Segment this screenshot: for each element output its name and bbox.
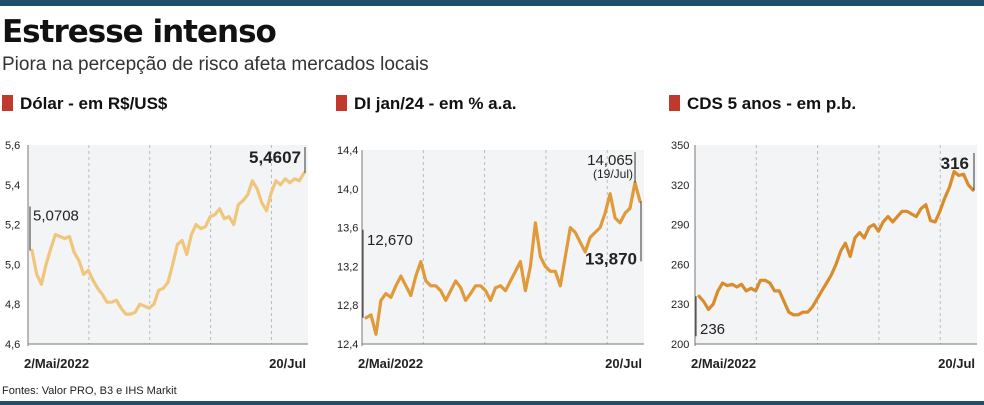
panel-title-dolar: Dólar - em R$/US$ (2, 94, 167, 114)
y-tick-label: 5,6 (5, 140, 20, 152)
series-line (364, 180, 642, 336)
end-value-label: 13,870 (585, 249, 637, 268)
chart-title: Dólar - em R$/US$ (20, 94, 168, 113)
y-tick-label: 260 (671, 259, 689, 271)
y-tick-label: 200 (671, 339, 689, 351)
y-tick-label: 4,8 (5, 299, 20, 311)
headline: Estresse intenso (2, 14, 277, 50)
x-tick-label: 2/Mai/2022 (358, 356, 423, 371)
x-tick-label: 2/Mai/2022 (24, 356, 89, 371)
series-line (30, 171, 306, 316)
y-tick-label: 13,6 (337, 223, 358, 235)
y-tick-label: 5,2 (5, 220, 20, 232)
y-tick-label: 12,4 (337, 339, 358, 351)
end-value-label: 5,4607 (249, 148, 301, 167)
x-tick-label: 20/Jul (605, 356, 642, 371)
y-tick-label: 320 (671, 180, 689, 192)
panel-title-cds: CDS 5 anos - em p.b. (669, 94, 856, 114)
end-value-label: 316 (941, 154, 969, 173)
x-tick-label: 20/Jul (269, 356, 306, 371)
y-tick-label: 5,0 (5, 259, 20, 271)
series-line (697, 169, 975, 317)
x-tick-label: 2/Mai/2022 (691, 356, 756, 371)
y-tick-label: 14,4 (337, 145, 358, 157)
bottom-border (0, 401, 984, 405)
top-border (0, 0, 984, 6)
chart-title: DI jan/24 - em % a.a. (354, 94, 517, 113)
title-marker (336, 95, 347, 111)
y-tick-label: 12,8 (337, 300, 358, 312)
source-note: Fontes: Valor PRO, B3 e IHS Markit (2, 385, 177, 397)
y-tick-label: 5,4 (5, 180, 20, 192)
y-tick-label: 13,2 (337, 261, 358, 273)
peak-value-label: 14,065 (587, 152, 633, 169)
y-tick-label: 290 (671, 220, 689, 232)
plot-area (695, 145, 977, 344)
plot-area (28, 145, 308, 344)
start-value-label: 236 (700, 321, 725, 338)
panel-title-di: DI jan/24 - em % a.a. (336, 94, 517, 114)
subtitle: Piora na percepção de risco afeta mercad… (2, 54, 429, 75)
y-tick-label: 350 (671, 140, 689, 152)
y-tick-label: 14,0 (337, 184, 358, 196)
start-value-label: 12,670 (367, 232, 413, 249)
title-marker (669, 95, 680, 111)
chart-title: CDS 5 anos - em p.b. (687, 94, 857, 113)
x-tick-label: 20/Jul (938, 356, 975, 371)
plot-area (362, 150, 644, 344)
title-marker (2, 95, 13, 111)
y-tick-label: 4,6 (5, 339, 20, 351)
y-tick-label: 230 (671, 299, 689, 311)
peak-date-label: (19/Jul) (593, 167, 633, 181)
start-value-label: 5,0708 (33, 207, 79, 224)
